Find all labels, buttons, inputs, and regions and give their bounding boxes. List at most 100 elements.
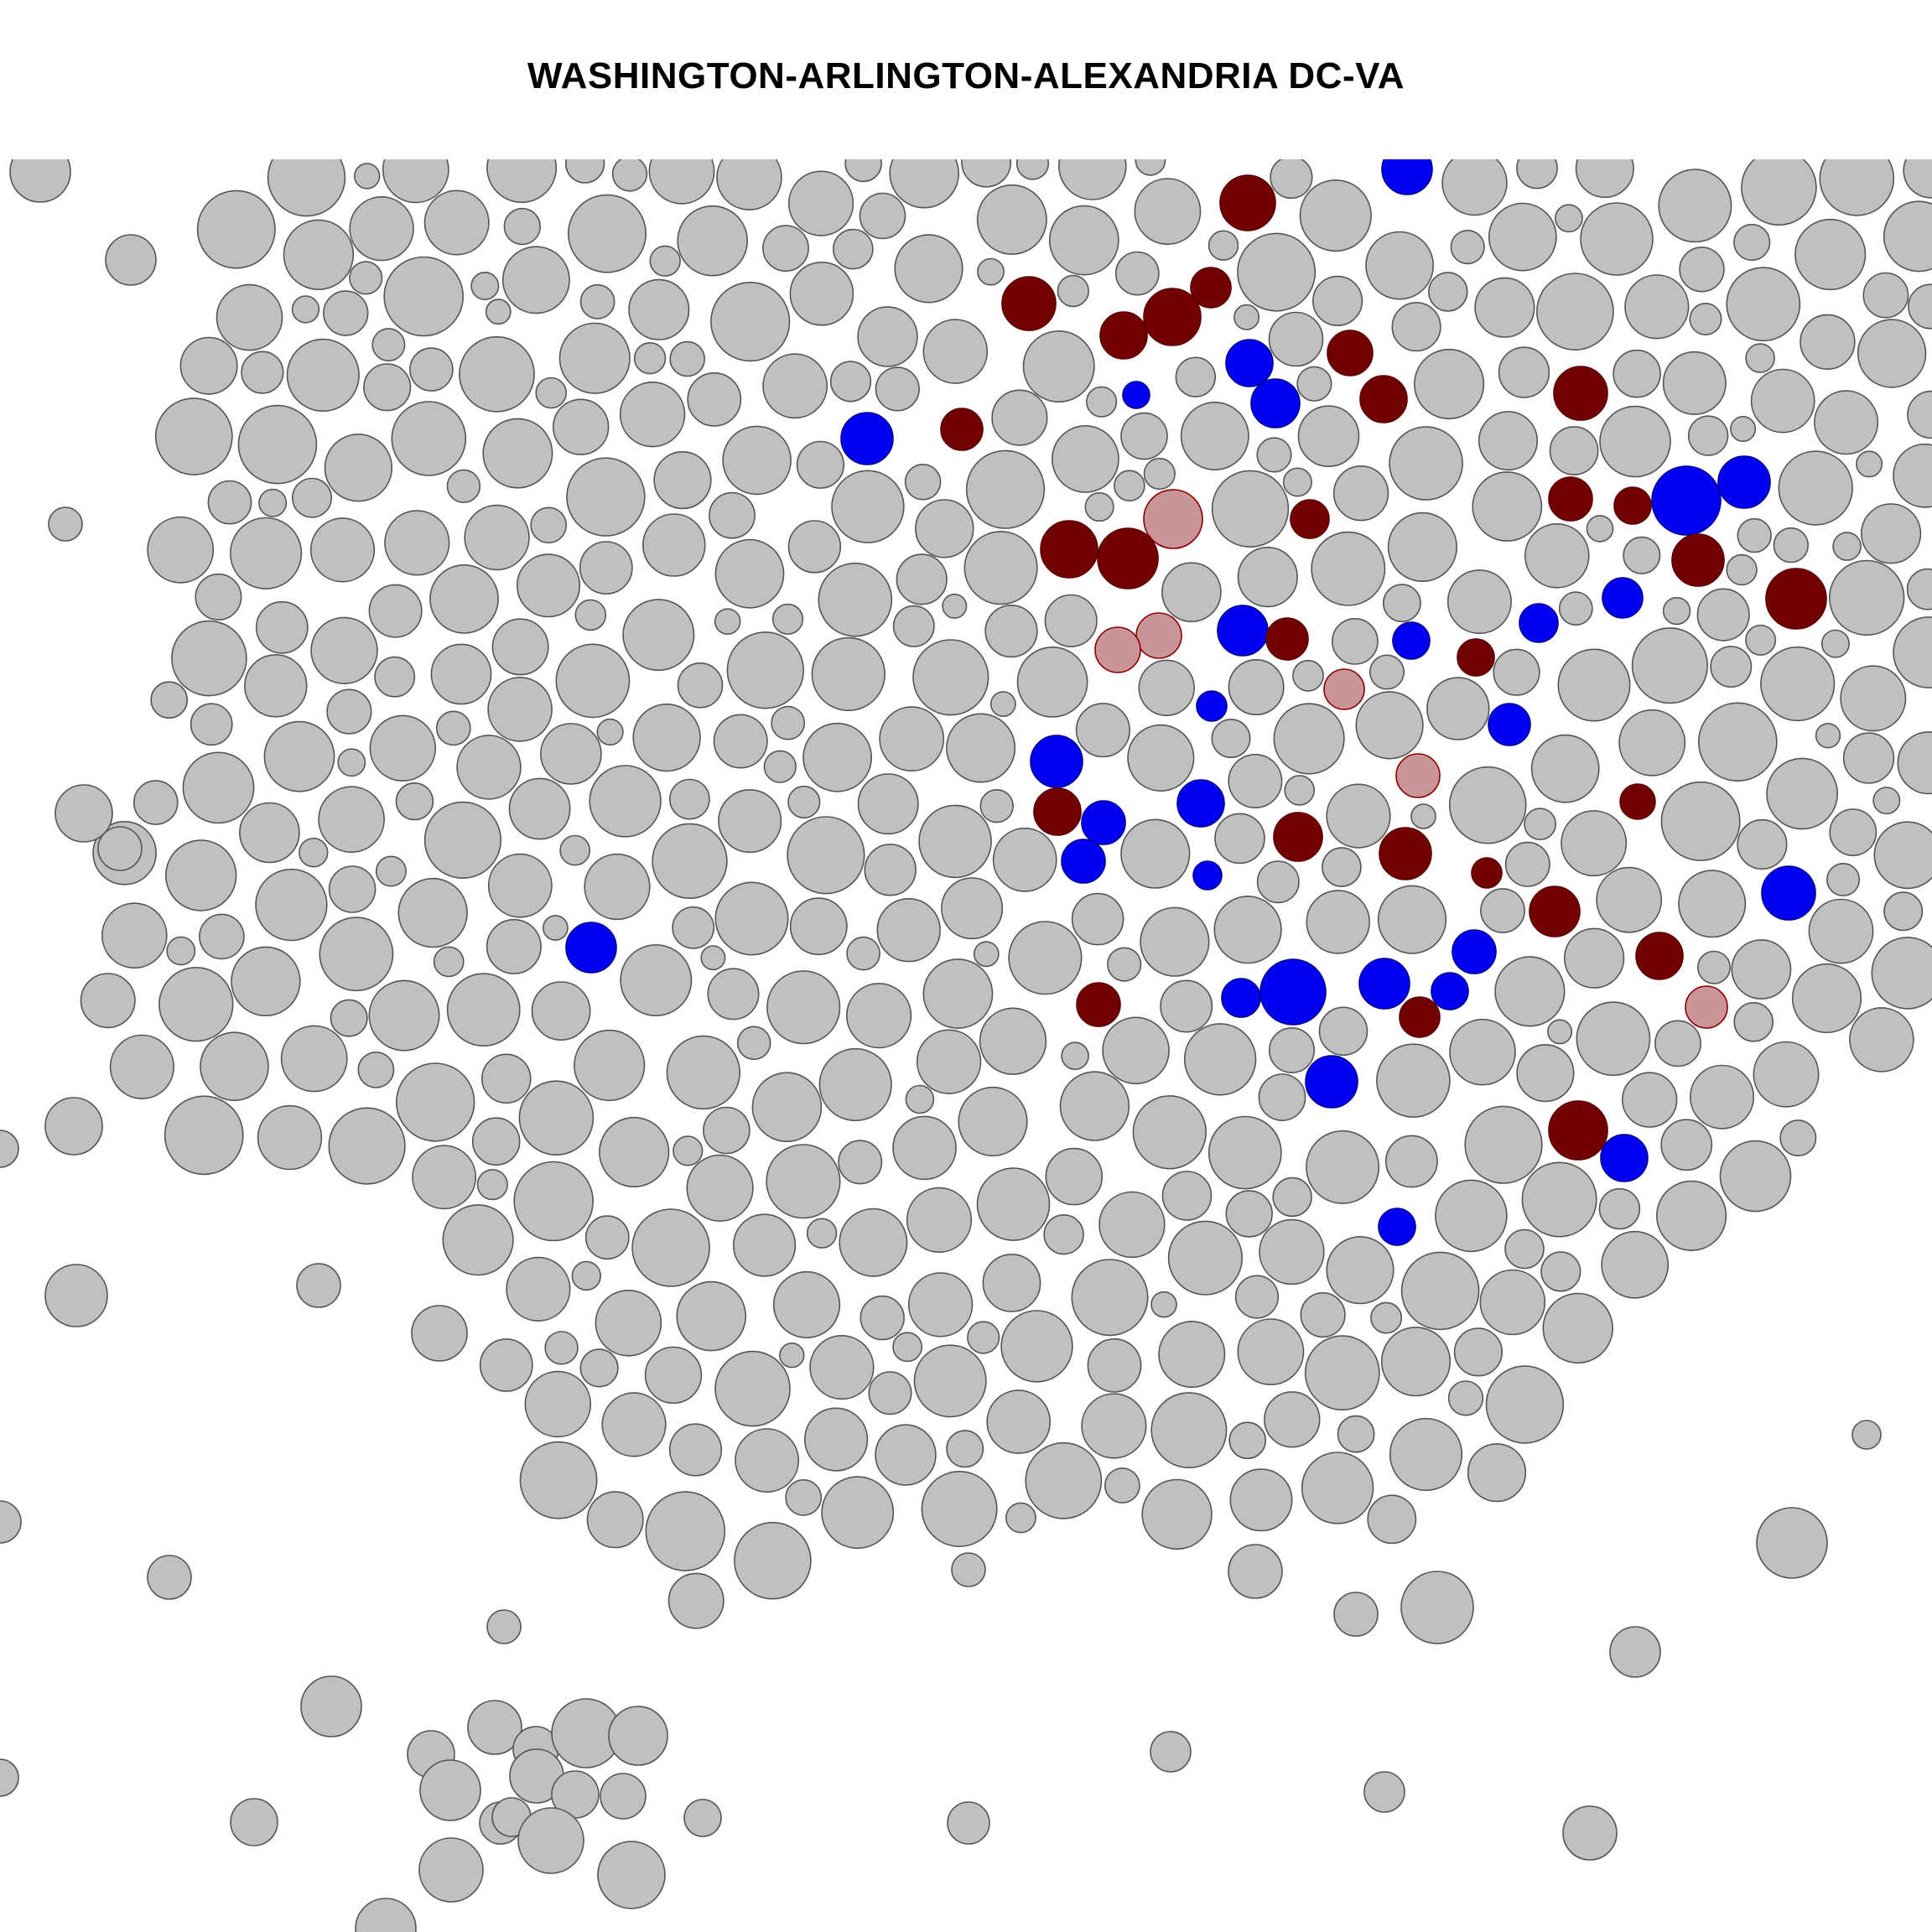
tract-circle xyxy=(391,401,467,476)
tract-circle xyxy=(324,434,393,502)
tract-circle xyxy=(1737,818,1788,870)
tract-circle-dark-red xyxy=(1553,366,1608,421)
tract-circle xyxy=(889,159,959,209)
tract-circle-dark-red xyxy=(1548,1100,1608,1161)
tract-circle xyxy=(785,1479,823,1516)
tract-circle-dark-red xyxy=(1097,527,1159,589)
tract-circle xyxy=(859,192,906,240)
tract-circle xyxy=(491,618,549,676)
tract-circle xyxy=(845,983,912,1049)
tract-circle xyxy=(683,1799,722,1837)
tract-circle xyxy=(1733,223,1771,262)
tract-circle xyxy=(892,1115,957,1181)
tract-circle xyxy=(283,219,355,290)
tract-circle xyxy=(1045,1147,1104,1206)
tract-circle-dark-red xyxy=(1529,886,1581,937)
tract-circle xyxy=(396,1062,475,1142)
tract-circle xyxy=(1025,1441,1103,1519)
tract-circle-dark-red xyxy=(1143,288,1202,346)
tract-circle xyxy=(1488,202,1557,272)
tract-circle-blue xyxy=(1250,378,1301,428)
tract-circle xyxy=(328,865,377,913)
tract-circle xyxy=(433,946,465,978)
tract-circle xyxy=(195,573,242,621)
tract-circle xyxy=(1058,159,1127,200)
tract-circle xyxy=(1631,627,1708,704)
tract-circle xyxy=(154,397,233,475)
tract-circle xyxy=(574,1029,646,1102)
tract-circle xyxy=(503,207,541,246)
tract-circle xyxy=(648,159,715,205)
tract-circle xyxy=(1800,314,1856,370)
tract-circle xyxy=(1819,159,1895,216)
tract-circle xyxy=(374,656,416,698)
tract-circle xyxy=(1268,311,1324,367)
tract-circle-blue xyxy=(1602,577,1644,619)
tract-circle xyxy=(860,1295,905,1341)
tract-circle xyxy=(839,1208,908,1277)
tract-circle xyxy=(1269,1027,1316,1074)
tract-circle xyxy=(1428,272,1468,312)
tract-circle xyxy=(906,1187,973,1253)
tract-circle xyxy=(1084,491,1114,522)
tract-circle xyxy=(412,1145,476,1210)
tract-circle xyxy=(844,159,882,183)
tract-circle xyxy=(1726,553,1758,586)
tract-circle xyxy=(1284,775,1315,806)
tract-circle xyxy=(1355,691,1424,760)
tract-circle xyxy=(1299,179,1372,252)
tract-circle-dark-red xyxy=(1290,499,1330,539)
tract-circle xyxy=(632,703,701,772)
tract-circle xyxy=(196,190,276,269)
tract-circle xyxy=(337,748,366,777)
tract-circle-dark-red xyxy=(1471,857,1503,889)
tract-circle xyxy=(1143,457,1176,491)
tract-circle xyxy=(1389,426,1463,501)
tract-circle xyxy=(894,234,963,304)
tract-circle xyxy=(1256,860,1300,904)
tract-circle xyxy=(1272,1176,1312,1218)
tract-circle xyxy=(622,599,695,672)
tract-circle xyxy=(676,1280,747,1352)
tract-circle xyxy=(961,159,1012,188)
tract-circle xyxy=(1820,629,1850,658)
tract-circle xyxy=(133,780,179,825)
tract-circle xyxy=(409,347,454,392)
tract-circle xyxy=(584,1215,630,1260)
tract-circle-blue xyxy=(1381,159,1433,195)
tract-circle xyxy=(716,159,782,210)
tract-circle xyxy=(1264,1391,1321,1448)
tract-circle xyxy=(166,936,196,966)
tract-circle xyxy=(1731,939,1792,1000)
tract-circle xyxy=(1493,648,1540,696)
tract-circle xyxy=(619,382,686,448)
tract-circle xyxy=(1872,787,1901,815)
tract-circle xyxy=(1662,596,1691,626)
tract-circle-dark-red xyxy=(1040,520,1098,579)
tract-circle xyxy=(677,662,724,709)
tract-circle xyxy=(1044,594,1098,647)
tract-circle xyxy=(397,877,468,948)
tract-circle xyxy=(644,1346,703,1405)
tract-circle xyxy=(1098,1191,1166,1259)
tract-circle xyxy=(0,1130,19,1168)
tract-circle-blue xyxy=(1358,958,1410,1010)
tract-circle xyxy=(707,968,760,1021)
tract-circle xyxy=(1479,1269,1546,1336)
tract-circle xyxy=(686,1154,754,1222)
tract-circle-dark-red xyxy=(1359,375,1408,423)
tract-circle xyxy=(1377,885,1447,954)
tract-circle xyxy=(1778,450,1853,526)
tract-circle xyxy=(476,1169,508,1201)
tract-circle xyxy=(1710,646,1753,688)
tract-circle xyxy=(1183,1023,1257,1096)
tract-circle xyxy=(1016,647,1088,718)
tract-circle xyxy=(1318,1006,1368,1057)
tract-circle xyxy=(255,600,309,654)
tract-circle xyxy=(1871,937,1932,1010)
tract-circle xyxy=(1861,503,1922,564)
tract-circle xyxy=(1893,616,1932,688)
highlighted-tracts-layer xyxy=(565,159,1827,1246)
tract-circle xyxy=(1081,1393,1147,1459)
tract-circle xyxy=(1655,1180,1727,1251)
